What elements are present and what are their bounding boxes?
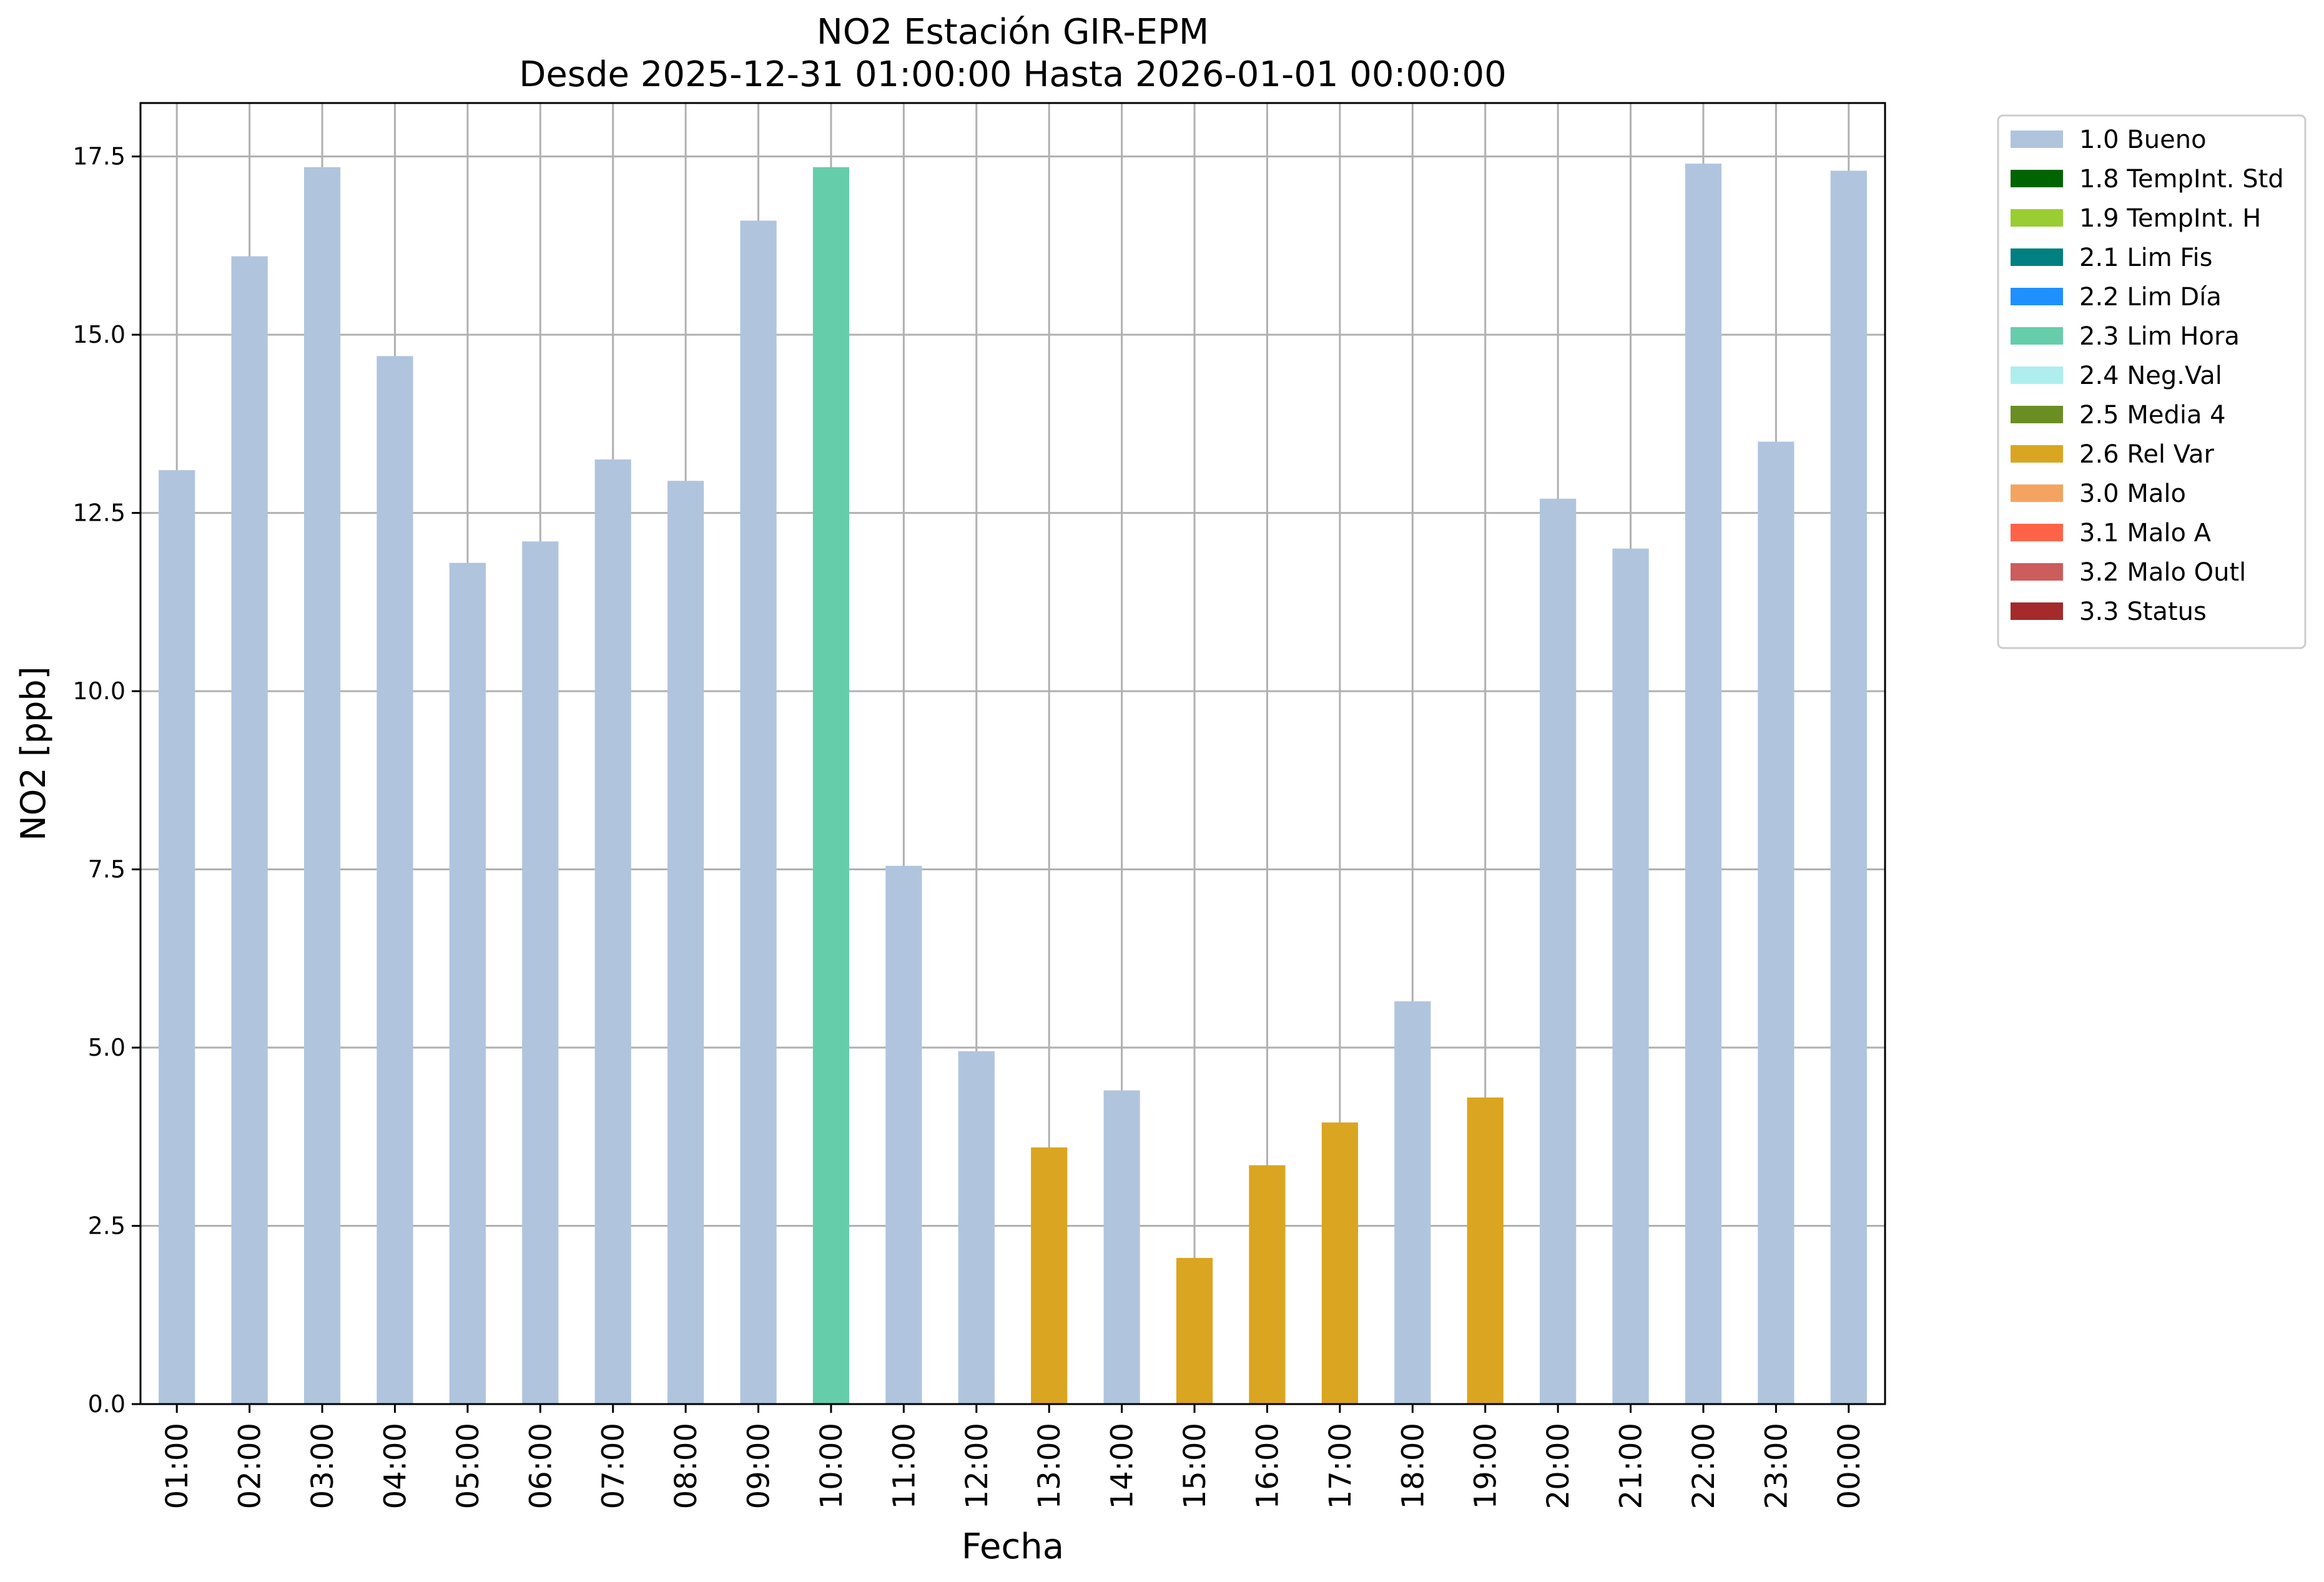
bar-04:00 — [377, 356, 413, 1404]
bar-06:00 — [522, 541, 559, 1404]
legend-label: 1.0 Bueno — [2079, 125, 2207, 154]
legend-frame — [1997, 114, 2307, 649]
x-tick-label: 19:00 — [1469, 1423, 1504, 1509]
legend-swatch — [2011, 602, 2063, 620]
bar-19:00 — [1467, 1097, 1504, 1404]
x-tick-label: 18:00 — [1396, 1423, 1430, 1509]
bar-11:00 — [885, 865, 922, 1404]
legend-label: 2.1 Lim Fis — [2079, 243, 2212, 272]
bar-15:00 — [1176, 1257, 1213, 1404]
y-axis-label: NO2 [ppb] — [14, 666, 53, 840]
y-tick-label: 17.5 — [72, 143, 126, 170]
bar-17:00 — [1321, 1122, 1358, 1404]
x-tick-label: 07:00 — [596, 1423, 631, 1509]
x-axis-label: Fecha — [962, 1526, 1064, 1567]
legend-swatch — [2011, 248, 2063, 266]
legend-label: 2.4 Neg.Val — [2079, 361, 2222, 390]
x-tick-label: 22:00 — [1686, 1423, 1721, 1509]
legend-swatch — [2011, 563, 2063, 581]
bar-12:00 — [958, 1051, 995, 1404]
legend-swatch — [2011, 524, 2063, 541]
x-tick-label: 17:00 — [1323, 1423, 1358, 1509]
bar-00:00 — [1830, 170, 1867, 1404]
legend-label: 3.0 Malo — [2079, 479, 2186, 508]
x-tick-label: 14:00 — [1105, 1423, 1140, 1509]
legend-swatch — [2011, 209, 2063, 227]
legend-label: 1.9 TempInt. H — [2079, 204, 2261, 233]
x-tick-label: 09:00 — [742, 1423, 777, 1509]
y-tick-label: 2.5 — [88, 1212, 126, 1240]
bar-01:00 — [159, 470, 195, 1404]
legend-swatch — [2011, 484, 2063, 502]
x-tick-label: 20:00 — [1541, 1423, 1576, 1509]
legend-label: 1.8 TempInt. Std — [2079, 165, 2284, 194]
x-tick-label: 11:00 — [887, 1423, 922, 1509]
x-tick-label: 21:00 — [1614, 1423, 1649, 1509]
legend-swatch — [2011, 327, 2063, 345]
legend-label: 2.6 Rel Var — [2079, 440, 2215, 469]
legend-swatch — [2011, 130, 2063, 148]
y-axis-ticks: 0.0 2.5 5.0 7.5 10.0 12.5 15.0 17.5 — [72, 143, 140, 1418]
x-axis-ticks: 01:00 02:00 03:00 04:00 05:00 06:00 07:00 08:00… — [160, 1404, 1867, 1509]
legend-label: 2.2 Lim Día — [2079, 283, 2222, 312]
bar-23:00 — [1758, 441, 1795, 1405]
bar-series — [159, 164, 1867, 1405]
y-tick-label: 12.5 — [72, 499, 126, 527]
x-tick-label: 23:00 — [1759, 1423, 1794, 1509]
x-tick-label: 01:00 — [160, 1423, 195, 1509]
legend-label: 3.1 Malo A — [2079, 519, 2212, 548]
x-tick-label: 06:00 — [523, 1423, 558, 1509]
bar-14:00 — [1103, 1090, 1140, 1404]
bar-13:00 — [1031, 1147, 1068, 1404]
bar-09:00 — [740, 220, 777, 1404]
y-tick-label: 15.0 — [72, 321, 126, 348]
chart-subtitle: Desde 2025-12-31 01:00:00 Hasta 2026-01-… — [519, 54, 1507, 95]
bar-18:00 — [1394, 1001, 1431, 1404]
legend-swatch — [2011, 445, 2063, 463]
y-tick-label: 5.0 — [88, 1034, 126, 1061]
bar-02:00 — [231, 256, 268, 1404]
bar-05:00 — [449, 563, 486, 1404]
y-tick-label: 0.0 — [88, 1390, 126, 1418]
bar-21:00 — [1612, 548, 1649, 1404]
bar-22:00 — [1685, 164, 1722, 1405]
chart-title: NO2 Estación GIR-EPM — [817, 12, 1209, 52]
legend-swatch — [2011, 170, 2063, 187]
x-tick-label: 10:00 — [814, 1423, 849, 1509]
bar-03:00 — [303, 167, 341, 1405]
bar-07:00 — [594, 459, 631, 1404]
legend-label: 2.3 Lim Hora — [2079, 322, 2240, 351]
x-tick-label: 04:00 — [378, 1423, 413, 1509]
legend-swatch — [2011, 288, 2063, 305]
x-tick-label: 13:00 — [1032, 1423, 1067, 1509]
x-tick-label: 03:00 — [305, 1423, 340, 1509]
axes — [139, 102, 1886, 1405]
x-tick-label: 12:00 — [960, 1423, 995, 1509]
x-tick-label: 00:00 — [1832, 1423, 1867, 1509]
legend: 1.0 Bueno 1.8 TempInt. Std 1.9 TempInt. H 2… — [1997, 114, 2307, 649]
x-tick-label: 02:00 — [233, 1423, 268, 1509]
bar-16:00 — [1249, 1165, 1286, 1404]
legend-label: 3.3 Status — [2079, 597, 2207, 626]
legend-swatch — [2011, 366, 2063, 384]
legend-label: 2.5 Media 4 — [2079, 401, 2226, 430]
x-tick-label: 08:00 — [669, 1423, 704, 1509]
x-tick-label: 05:00 — [451, 1423, 486, 1509]
legend-label: 3.2 Malo Outl — [2079, 558, 2246, 587]
y-tick-label: 7.5 — [88, 856, 126, 883]
x-tick-label: 16:00 — [1250, 1423, 1285, 1509]
legend-swatch — [2011, 406, 2063, 423]
bar-20:00 — [1540, 498, 1577, 1404]
x-tick-label: 15:00 — [1178, 1423, 1213, 1509]
plot-frame — [139, 102, 1886, 1405]
bar-08:00 — [667, 481, 704, 1404]
bar-10:00 — [812, 167, 850, 1405]
y-tick-label: 10.0 — [72, 677, 126, 705]
